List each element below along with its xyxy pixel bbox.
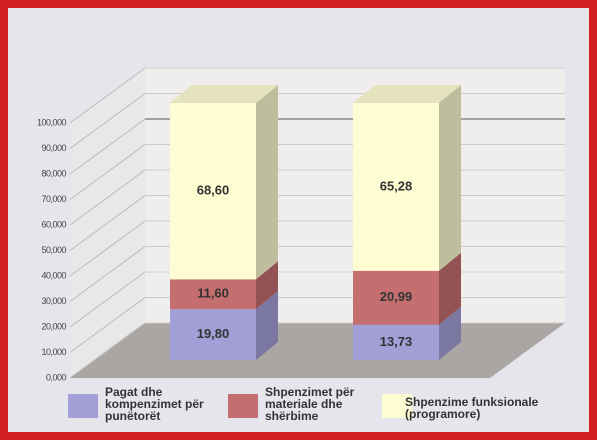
bar-side [439,252,461,325]
y-tick-label: 0,000 [46,372,67,382]
bar-side [439,85,461,271]
y-tick-label: 50,000 [41,245,66,255]
grid-line [69,118,146,175]
bar [170,279,256,310]
grid-line [69,169,146,226]
bar [353,103,439,271]
legend-swatch [228,394,258,418]
bar-side [256,85,278,280]
legend-label: Shpenzime funksionale (programore) [405,395,539,421]
grid-line [69,297,146,353]
y-tick-label: 100,000 [37,117,67,127]
grid-line [69,195,146,251]
value-label: 19,80 [197,326,230,341]
bar-top [170,85,278,103]
y-tick-label: 40,000 [41,270,66,280]
legend-swatch [68,394,98,418]
legend-label: Shpenzimet për materiale dhe shërbime [265,385,355,423]
bar-top [353,85,461,103]
bar [170,103,256,280]
grid-line [69,271,146,328]
bar [170,309,256,360]
grid-line [69,144,146,200]
y-tick-label: 60,000 [41,219,66,229]
y-tick-label: 30,000 [41,296,66,306]
bar [353,270,439,325]
grid-line [69,246,146,302]
value-label: 68,60 [197,183,230,198]
value-label: 20,99 [380,289,413,304]
legend-label: Pagat dhe kompenzimet për punëtorët [105,385,204,423]
y-tick-label: 10,000 [41,347,66,357]
grid-line [69,220,146,277]
grid-line [69,67,146,124]
bar-side [256,261,278,310]
y-tick-label: 70,000 [41,194,66,204]
floor [70,323,565,378]
value-label: 13,73 [380,334,413,349]
y-tick-label: 80,000 [41,168,66,178]
grid-line [69,93,146,149]
bar-side [439,306,461,360]
grid-line [69,322,146,379]
bar-side [256,291,278,360]
value-label: 65,28 [380,178,413,193]
y-tick-label: 90,000 [41,143,66,153]
bar [353,324,439,360]
value-label: 11,60 [197,286,229,301]
y-tick-label: 20,000 [41,321,66,331]
legend-swatch [382,394,412,418]
